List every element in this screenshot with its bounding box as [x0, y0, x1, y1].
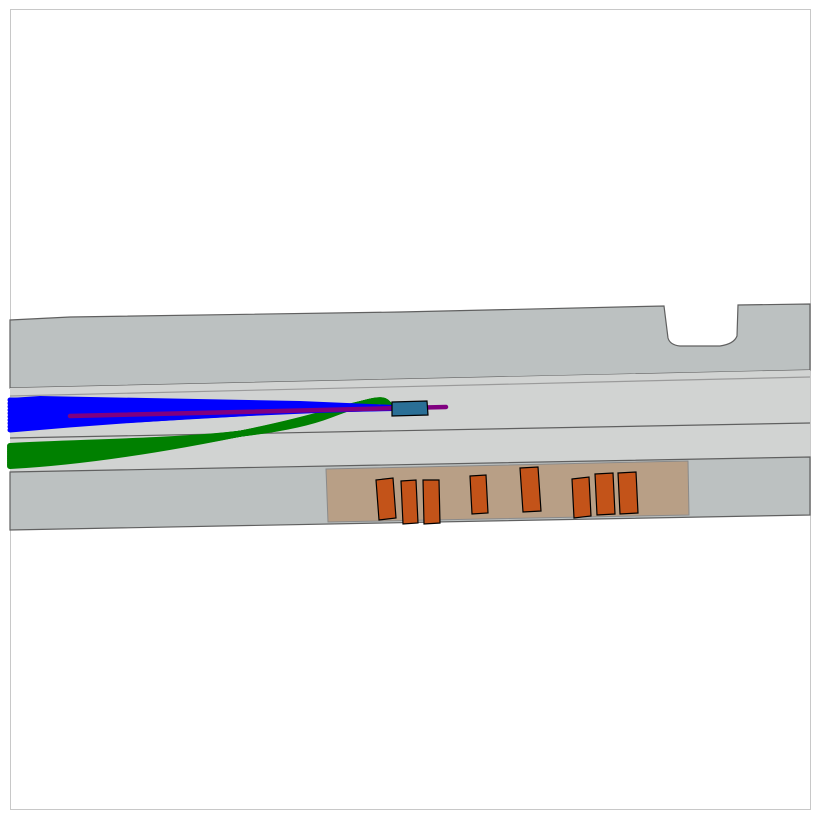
parked-car [375, 477, 397, 521]
lane-change-trajectory [7, 398, 398, 469]
lane-divider [9, 422, 811, 439]
parked-car [594, 472, 616, 516]
upper-sidewalk [9, 303, 811, 389]
planned-path [67, 404, 449, 419]
parked-car [571, 476, 592, 519]
parked-car [617, 471, 639, 515]
parked-car [469, 474, 489, 515]
ego-vehicle [391, 400, 429, 417]
lane-line-top [9, 376, 811, 397]
parked-cars [375, 466, 639, 525]
parked-car [519, 466, 542, 513]
road-surface [10, 370, 810, 472]
lane-change-predictions [7, 397, 398, 469]
parked-car [422, 479, 441, 525]
parked-car [400, 479, 419, 525]
